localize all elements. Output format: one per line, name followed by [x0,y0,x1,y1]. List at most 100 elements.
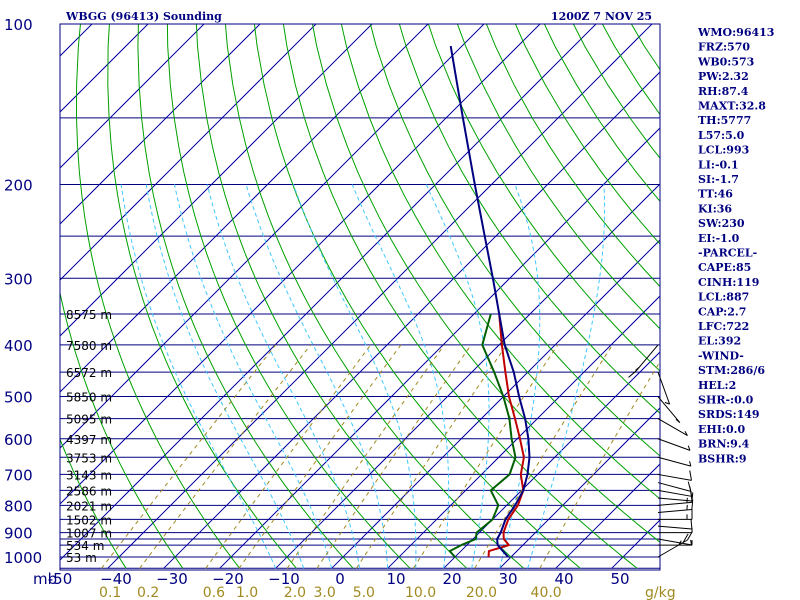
index-entry: SW:230 [698,217,745,230]
index-entry: WMO:96413 [697,26,774,39]
wind-barb-half-feather [689,461,692,467]
isotherm-line [60,24,429,393]
pressure-tick-label: 500 [4,389,33,407]
pressure-tick-label: 700 [4,466,33,484]
mixing-ratio-label: 0.2 [137,585,159,600]
height-label: 1502 m [66,513,112,527]
temperature-tick-label: −30 [156,570,188,588]
mixing-ratio-line [139,344,311,569]
parcel-profile [449,45,531,558]
isotherm-line [219,127,660,569]
index-entry: WB0:573 [697,55,754,68]
pressure-tick-label: 600 [4,431,33,449]
isotherm-line [60,24,485,449]
height-label: 8575 m [66,308,112,322]
temperature-tick-label: −20 [212,570,244,588]
wind-barb-feather [691,499,694,510]
isotherm-line [60,24,541,505]
wind-barb [657,470,692,481]
temperature-tick-label: −10 [268,570,300,588]
temperature-tick-label: 30 [498,570,517,588]
wind-barb-staff [657,497,692,502]
temperature-tick-label: -50 [48,570,73,588]
wind-barb-staff [657,509,692,513]
mixing-ratio-label: 0.1 [99,585,121,600]
wind-barb [657,499,694,513]
index-entry: CAPE:85 [698,261,751,274]
wind-barb-half-feather [675,418,681,423]
wind-barb [657,418,688,437]
index-entry: -PARCEL- [698,247,757,260]
moist-adiabat-line [292,184,417,569]
wind-barb-staff [657,418,688,437]
wind-barb-half-feather [664,401,670,405]
dry-adiabat-line [340,24,660,500]
temperature-tick-label: 10 [386,570,405,588]
mixing-ratio-line [238,344,402,569]
wind-barb-staff [657,539,688,558]
isotherm-line [499,407,660,569]
index-entry: LCL:887 [698,291,749,304]
wind-barb-staff [657,371,671,405]
dry-adiabat-line [224,24,524,569]
wind-barb-staff [635,344,659,372]
temperature-tick-label: 40 [554,570,573,588]
index-entry: RH:87.4 [698,85,749,98]
wind-barb [657,519,693,530]
pressure-tick-label: 1000 [4,549,42,567]
dry-adiabat-line [601,24,660,116]
wind-barb [657,456,692,467]
dry-adiabat-line [427,24,660,372]
dry-adiabat-line [543,24,660,203]
wind-barb [628,344,659,378]
wind-barb-feather [628,370,637,378]
wind-barb-staff [657,438,691,451]
mixing-ratio-label: 0.6 [203,585,225,600]
isotherm-line [60,24,205,169]
wind-barb-staff [657,396,681,423]
moist-adiabat-line [425,184,490,569]
mixing-ratio-label: 3.0 [313,585,335,600]
pressure-unit-label: mb [33,570,57,588]
isotherm-line [60,24,373,337]
dry-adiabat-line [514,24,660,245]
isotherm-line [443,351,660,569]
isotherm-line [555,463,660,569]
wind-barb-staff [657,538,692,546]
index-entry: TH:5777 [698,114,751,127]
mixing-ratio-unit-label: g/kg [645,585,676,600]
index-entry: BRN:9.4 [698,438,750,451]
isotherm-line [387,295,660,569]
moist-adiabat-line [351,184,450,569]
temperature-tick-label: −40 [100,570,132,588]
index-entry: BSHR:9 [698,452,747,465]
wind-barb-feather [687,481,692,492]
isotherm-line [60,24,597,561]
dry-adiabat-line [166,24,411,569]
chart-datetime: 1200Z 7 NOV 25 [551,10,652,23]
height-label: 5850 m [66,391,112,405]
wind-barb-feather [682,533,689,543]
dry-adiabat-line [107,24,297,569]
moist-adiabat-line [145,184,305,569]
pressure-tick-label: 100 [4,16,33,34]
wind-barb-half-feather [687,445,691,451]
isotherm-line [331,239,660,569]
index-entry: CINH:119 [698,276,759,289]
height-label: 1007 m [66,527,112,541]
wind-barb-feather [689,470,692,481]
wind-barb [657,486,692,497]
temperature-tick-label: 0 [335,570,345,588]
height-label: 3753 m [66,451,112,465]
dry-adiabat-line [253,24,581,569]
index-entry: PW:2.32 [698,70,749,83]
index-entry: SHR-:0.0 [698,394,754,407]
mixing-ratio-line [316,344,472,569]
index-entry: TT:46 [698,188,733,201]
mixing-ratio-label: 40.0 [531,585,562,600]
height-label: 3143 m [66,468,112,482]
temperature-tick-label: 50 [610,570,629,588]
wind-barb-staff [657,473,692,481]
